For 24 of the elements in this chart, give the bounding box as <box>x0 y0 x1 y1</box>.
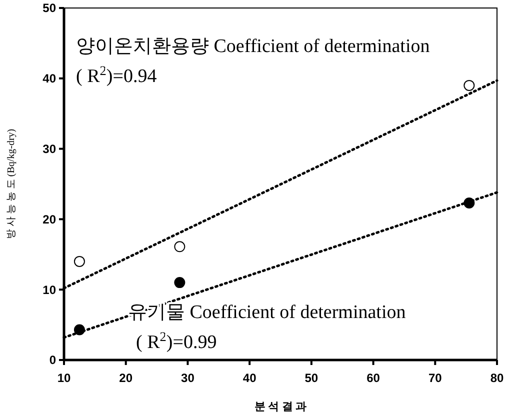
point <box>464 198 475 209</box>
x-tick-label: 50 <box>304 371 318 385</box>
x-tick-label: 60 <box>366 371 380 385</box>
point <box>74 256 85 267</box>
point <box>464 80 475 91</box>
y-tick-label: 40 <box>42 72 56 86</box>
x-tick-label: 30 <box>181 371 195 385</box>
point <box>174 241 186 252</box>
point <box>74 324 85 336</box>
annotation: 양이온치환용량 Coefficient of determination ( R$^{2}$)=0.94 <box>76 36 430 87</box>
y-tick-label: 10 <box>42 282 56 297</box>
y-tick-label: 0 <box>49 353 56 368</box>
x-tick-label: 80 <box>490 371 504 385</box>
x-tick-label: 20 <box>119 371 133 385</box>
annotation: 유기물 Coefficient of determination ( R$^{2}$)=0.99 <box>128 302 406 353</box>
point <box>174 277 186 288</box>
x-tick-label: 70 <box>428 371 442 385</box>
x-axis-title: 분 석 결 과 <box>254 401 307 413</box>
y-tick-label: 30 <box>42 142 56 156</box>
x-tick-label: 40 <box>242 371 257 385</box>
x-tick-label: 10 <box>57 371 71 385</box>
y-axis-title: 방 사 능 농 도 (Bq/kg-dry) <box>6 128 17 240</box>
y-tick-label: 20 <box>42 212 56 226</box>
y-tick-label: 50 <box>42 1 56 16</box>
